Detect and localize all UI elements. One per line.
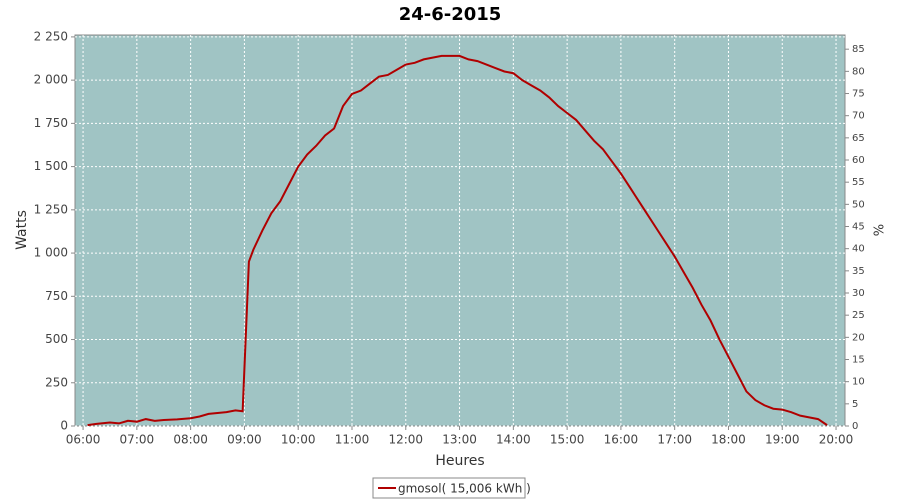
- y2-tick-label: 10: [852, 377, 865, 388]
- y2-tick-label: 15: [852, 355, 865, 366]
- y2-tick-label: 70: [852, 111, 865, 122]
- x-tick-label: 07:00: [120, 433, 155, 447]
- chart-title: 24-6-2015: [399, 4, 502, 25]
- legend-label: gmosol( 15,006 kWh ): [398, 482, 531, 496]
- y-tick-label: 2 000: [34, 73, 68, 87]
- x-tick-label: 16:00: [604, 433, 639, 447]
- y2-tick-label: 75: [852, 89, 865, 100]
- x-tick-label: 14:00: [496, 433, 531, 447]
- x-tick-label: 15:00: [550, 433, 585, 447]
- y-tick-label: 0: [60, 419, 68, 433]
- y-tick-label: 1 000: [34, 246, 68, 260]
- y-tick-label: 1 750: [34, 116, 68, 130]
- x-tick-label: 12:00: [388, 433, 423, 447]
- legend: [372, 477, 526, 499]
- y-tick-label: 1 250: [34, 202, 68, 216]
- y2-axis-label: %: [873, 224, 888, 236]
- y-tick-label: 250: [45, 375, 68, 389]
- y-tick-label: 500: [45, 332, 68, 346]
- y2-tick-label: 45: [852, 222, 865, 233]
- y2-tick-label: 80: [852, 66, 865, 77]
- y2-tick-label: 35: [852, 266, 865, 277]
- y2-tick-label: 65: [852, 133, 865, 144]
- x-tick-label: 11:00: [335, 433, 370, 447]
- x-tick-label: 08:00: [173, 433, 208, 447]
- y2-tick-label: 50: [852, 199, 865, 210]
- x-tick-label: 09:00: [227, 433, 262, 447]
- x-tick-label: 06:00: [66, 433, 101, 447]
- y2-tick-label: 25: [852, 310, 865, 321]
- y2-tick-label: 55: [852, 177, 865, 188]
- y-tick-label: 1 500: [34, 159, 68, 173]
- y2-tick-label: 20: [852, 332, 865, 343]
- x-axis-label: Heures: [435, 453, 484, 469]
- y2-tick-label: 40: [852, 244, 865, 255]
- y-tick-label: 2 250: [34, 29, 68, 43]
- y2-tick-label: 60: [852, 155, 865, 166]
- y-axis-label: Watts: [14, 210, 30, 250]
- x-tick-label: 10:00: [281, 433, 316, 447]
- x-tick-label: 17:00: [657, 433, 692, 447]
- y2-tick-label: 5: [852, 399, 858, 410]
- x-tick-label: 13:00: [442, 433, 477, 447]
- y2-tick-label: 85: [852, 44, 865, 55]
- x-tick-label: 18:00: [711, 433, 746, 447]
- x-tick-label: 20:00: [819, 433, 854, 447]
- x-tick-label: 19:00: [765, 433, 800, 447]
- series-line: [87, 54, 828, 427]
- y2-tick-label: 30: [852, 288, 865, 299]
- y2-tick-label: 0: [852, 421, 858, 432]
- y-tick-label: 750: [45, 289, 68, 303]
